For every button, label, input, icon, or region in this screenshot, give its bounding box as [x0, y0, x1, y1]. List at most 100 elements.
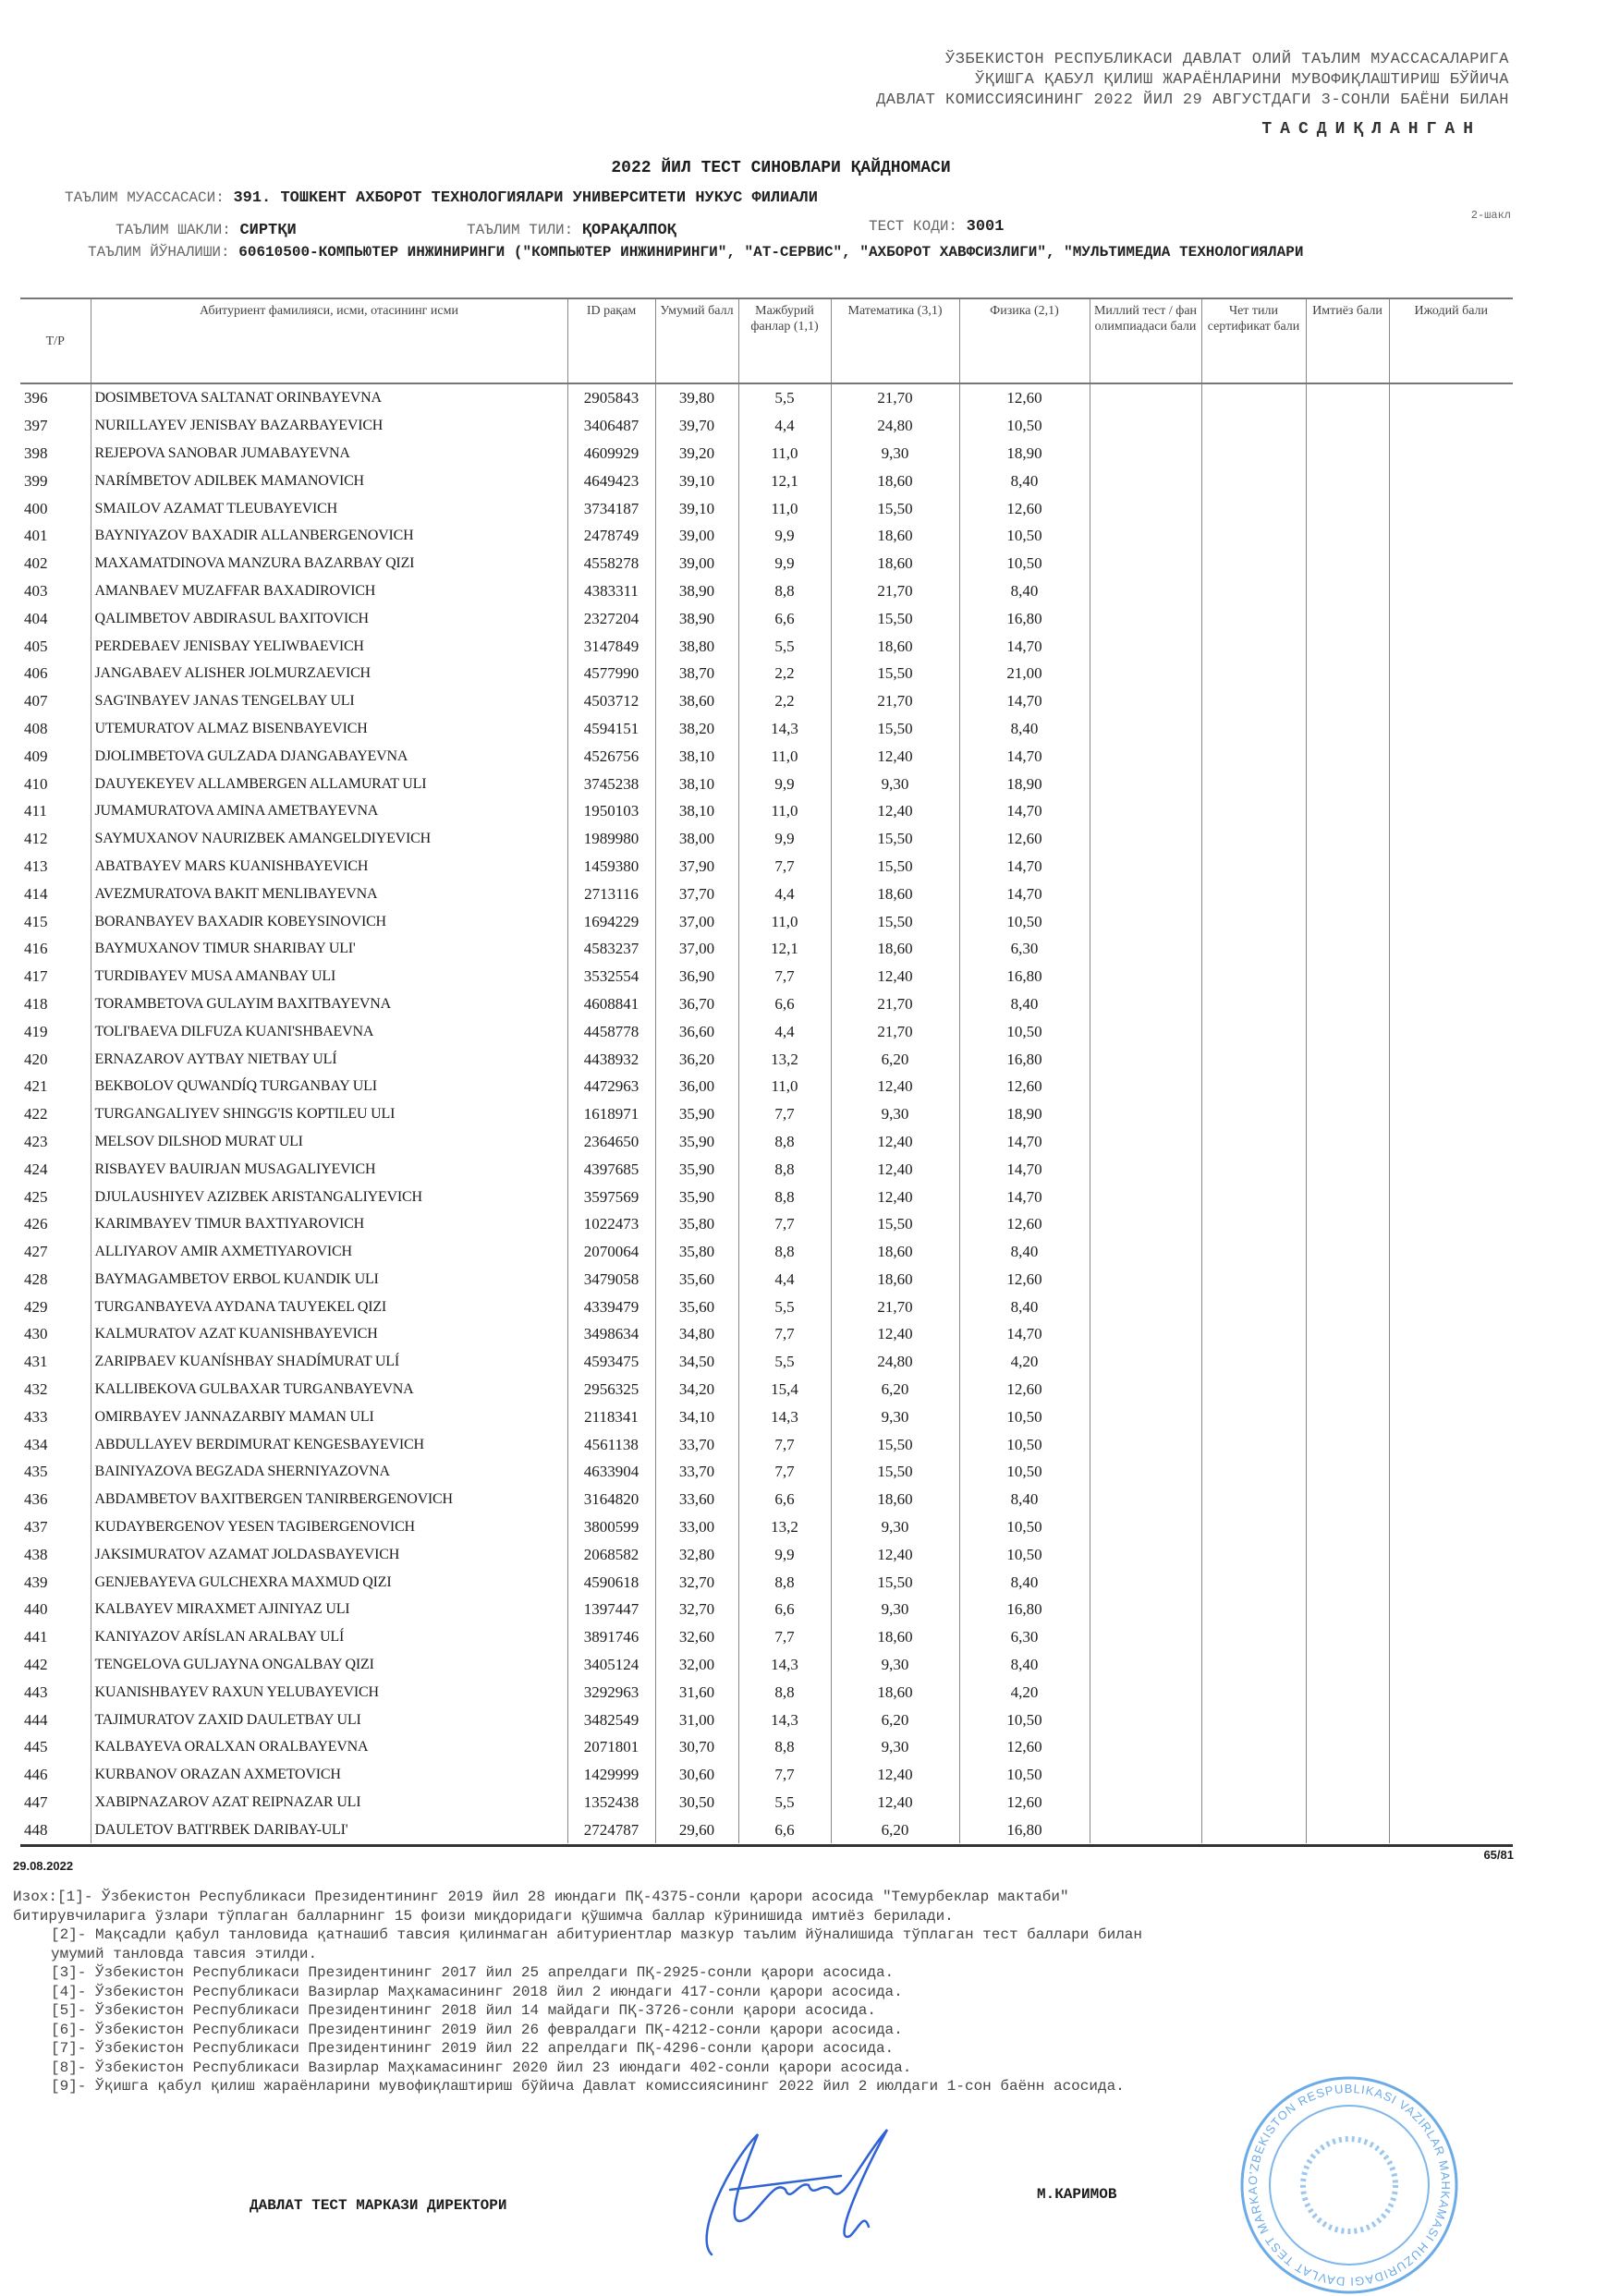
note-line: [5]- Ўзбекистон Республикаси Президентин…	[51, 2002, 876, 2019]
math-score: 18,60	[830, 632, 959, 660]
empty-cell	[1089, 604, 1201, 633]
physics-score: 8,40	[958, 1237, 1090, 1266]
direction-label: ТАЪЛИМ ЙЎНАЛИШИ:	[88, 244, 230, 261]
mandatory-score: 2,2	[737, 659, 831, 687]
table-row: 448 DAULETOV BATI'RBEK DARIBAY-ULI' 272478…	[20, 1816, 1513, 1844]
applicant-name: RISBAYEV BAUIRJAN MUSAGALIYEVICH	[90, 1155, 567, 1184]
table-body: 396 DOSIMBETOVA SALTANAT ORINBAYEVNA 29058…	[20, 383, 1513, 1844]
applicant-name: BAYMAGAMBETOV ERBOL KUANDIK ULI	[90, 1265, 567, 1294]
total-score: 37,00	[654, 934, 738, 963]
applicant-name: MAXAMATDINOVA MANZURA BAZARBAY QIZI	[90, 549, 567, 577]
institution-line: ТАЪЛИМ МУАССАСАСИ: 391. ТОШКЕНТ АХБОРОТ …	[65, 189, 818, 207]
row-number: 396	[24, 389, 48, 407]
applicant-name: JAKSIMURATOV AZAMAT JOLDASBAYEVICH	[90, 1540, 567, 1569]
row-number: 426	[24, 1215, 48, 1233]
total-score: 39,80	[654, 383, 738, 412]
empty-cell	[1388, 1512, 1513, 1541]
physics-score: 10,50	[958, 1512, 1090, 1541]
empty-cell	[1305, 439, 1389, 468]
total-score: 39,10	[654, 494, 738, 522]
math-score: 15,50	[830, 494, 959, 522]
row-number: 424	[24, 1160, 48, 1178]
empty-cell	[1388, 686, 1513, 715]
applicant-id: 4438932	[566, 1045, 655, 1073]
applicant-id: 4649423	[566, 467, 655, 495]
applicant-name: BORANBAYEV BAXADIR KOBEYSINOVICH	[90, 907, 567, 935]
table-row: 410 DAUYEKEYEV ALLAMBERGEN ALLAMURAT ULI 3…	[20, 770, 1513, 797]
math-score: 18,60	[830, 1265, 959, 1294]
empty-cell	[1089, 1816, 1201, 1844]
page-title: 2022 ЙИЛ ТЕСТ СИНОВЛАРИ ҚАЙДНОМАСИ	[611, 159, 951, 177]
math-score: 12,40	[830, 1072, 959, 1100]
applicant-name: ABDULLAYEV BERDIMURAT KENGESBAYEVICH	[90, 1430, 567, 1459]
mandatory-score: 2,2	[737, 686, 831, 715]
mandatory-score: 6,6	[737, 1816, 831, 1844]
empty-cell	[1200, 1403, 1306, 1431]
empty-cell	[1200, 1045, 1306, 1073]
mandatory-score: 14,3	[737, 1403, 831, 1431]
math-score: 18,60	[830, 467, 959, 495]
empty-cell	[1388, 714, 1513, 743]
column-header: Ижодий бали	[1388, 298, 1513, 384]
empty-cell	[1089, 962, 1201, 990]
empty-cell	[1089, 934, 1201, 963]
total-score: 34,10	[654, 1403, 738, 1431]
empty-cell	[1089, 1540, 1201, 1569]
applicant-id: 2713116	[566, 880, 655, 908]
empty-cell	[1089, 1760, 1201, 1789]
empty-cell	[1089, 742, 1201, 771]
applicant-name: QALIMBETOV ABDIRASUL BAXITOVICH	[90, 604, 567, 633]
applicant-name: DOSIMBETOVA SALTANAT ORINBAYEVNA	[90, 383, 567, 412]
row-number: 421	[24, 1077, 48, 1096]
row-number: 427	[24, 1243, 48, 1261]
math-score: 9,30	[830, 1403, 959, 1431]
empty-cell	[1089, 439, 1201, 468]
applicant-id: 1989980	[566, 824, 655, 853]
empty-cell	[1089, 1347, 1201, 1376]
empty-cell	[1200, 1760, 1306, 1789]
physics-score: 12,60	[958, 1072, 1090, 1100]
table-row: 424 RISBAYEV BAUIRJAN MUSAGALIYEVICH 43976…	[20, 1155, 1513, 1184]
math-score: 6,20	[830, 1706, 959, 1734]
table-row: 430 KALMURATOV AZAT KUANISHBAYEVICH 349863…	[20, 1320, 1513, 1348]
empty-cell	[1200, 742, 1306, 771]
empty-cell	[1388, 659, 1513, 687]
row-number: 445	[24, 1738, 48, 1756]
math-score: 15,50	[830, 659, 959, 687]
applicant-id: 1950103	[566, 796, 655, 825]
physics-score: 14,70	[958, 1320, 1090, 1348]
math-score: 9,30	[830, 1733, 959, 1761]
applicant-id: 2118341	[566, 1403, 655, 1431]
mandatory-score: 9,9	[737, 770, 831, 797]
applicant-id: 2478749	[566, 521, 655, 550]
empty-cell	[1089, 1568, 1201, 1597]
total-score: 39,10	[654, 467, 738, 495]
mandatory-score: 13,2	[737, 1512, 831, 1541]
empty-cell	[1200, 770, 1306, 797]
document-date: 29.08.2022	[13, 1859, 74, 1873]
note-line: [6]- Ўзбекистон Республикаси Президентин…	[51, 2021, 903, 2038]
total-score: 35,90	[654, 1183, 738, 1210]
total-score: 33,00	[654, 1512, 738, 1541]
empty-cell	[1200, 383, 1306, 412]
empty-cell	[1388, 411, 1513, 440]
column-header: ID рақам	[566, 298, 655, 384]
total-score: 35,80	[654, 1237, 738, 1266]
physics-score: 10,50	[958, 1017, 1090, 1046]
empty-cell	[1089, 824, 1201, 853]
empty-cell	[1388, 796, 1513, 825]
empty-cell	[1089, 521, 1201, 550]
table-row: 417 TURDIBAYEV MUSA AMANBAY ULI 3532554 36,…	[20, 962, 1513, 990]
row-number: 439	[24, 1573, 48, 1591]
empty-cell	[1305, 383, 1389, 412]
empty-cell	[1388, 1650, 1513, 1679]
empty-cell	[1388, 1183, 1513, 1210]
row-number: 420	[24, 1050, 48, 1068]
mandatory-score: 4,4	[737, 1017, 831, 1046]
math-score: 15,50	[830, 1568, 959, 1597]
empty-cell	[1200, 1678, 1306, 1707]
row-number: 430	[24, 1325, 48, 1343]
row-number: 446	[24, 1766, 48, 1784]
applicant-name: KALBAYEV MIRAXMET AJINIYAZ ULI	[90, 1596, 567, 1623]
empty-cell	[1388, 1678, 1513, 1707]
